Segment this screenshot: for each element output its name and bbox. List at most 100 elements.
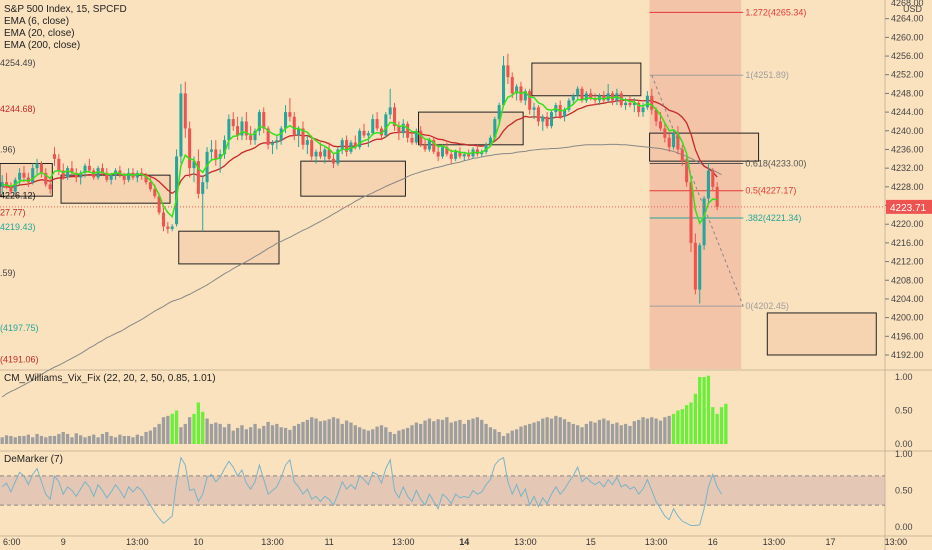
time-tick-label: 15: [586, 537, 596, 547]
vix-fix-bar: [497, 431, 501, 444]
candle-body: [467, 154, 471, 157]
candle-body: [18, 172, 22, 180]
vix-fix-bar: [96, 437, 100, 444]
vix-fix-bar: [632, 421, 636, 444]
vix-fix-bar: [222, 427, 227, 444]
candle-body: [144, 175, 148, 183]
fib-level-label: 0.618(4233.00): [745, 158, 806, 168]
vix-fix-bar: [514, 429, 519, 444]
candle-body: [484, 144, 488, 152]
vix-tick-label: 1.00: [895, 372, 913, 382]
vix-fix-bar: [87, 435, 92, 444]
ema6-legend[interactable]: EMA (6, close): [4, 16, 70, 27]
price-tick-label: 4192.00: [891, 350, 924, 360]
ema20-legend[interactable]: EMA (20, close): [4, 28, 75, 39]
candle-body: [284, 112, 288, 129]
vix-fix-bar: [323, 420, 327, 444]
candle-body: [188, 128, 192, 169]
candle-body: [667, 137, 671, 148]
price-tick-label: 4244.00: [891, 107, 924, 117]
vix-fix-bar: [65, 433, 70, 444]
vix-fix-bar: [305, 419, 310, 444]
ema200-legend[interactable]: EMA (200, close): [4, 40, 81, 51]
vix-fix-bar: [0, 437, 4, 444]
vix-fix-bar: [623, 423, 628, 444]
vix-fix-bar: [375, 426, 379, 444]
candle-body: [576, 88, 580, 96]
vix-fix-bar: [340, 423, 344, 444]
time-tick-label: 13:00: [126, 537, 149, 547]
vix-fix-bar: [610, 423, 615, 444]
candle-body: [275, 140, 279, 143]
vix-fix-bar: [658, 420, 663, 444]
candle-body: [305, 140, 309, 145]
fib-region: [649, 0, 742, 369]
vix-fix-bar: [545, 417, 549, 444]
vix-fix-bar: [371, 429, 375, 444]
vix-fix-bar: [70, 437, 74, 444]
vix-fix-bar: [536, 421, 541, 444]
vix-fix-bar: [235, 427, 240, 444]
price-tick-label: 4200.00: [891, 313, 924, 323]
vix-fix-bar: [31, 437, 35, 444]
vix-fix-bar: [637, 419, 641, 444]
candle-body: [549, 112, 554, 127]
candle-body: [262, 112, 266, 129]
candle-body: [52, 154, 57, 159]
vix-fix-bar: [196, 402, 201, 444]
vix-fix-title[interactable]: CM_Williams_Vix_Fix (22, 20, 2, 50, 0.85…: [4, 373, 216, 384]
vix-fix-bar: [349, 422, 353, 444]
vix-fix-bar: [619, 425, 623, 444]
candle-body: [454, 151, 458, 159]
ema200-line: [1, 143, 722, 398]
candle-body: [122, 175, 126, 180]
candle-body: [183, 93, 187, 129]
candle-body: [22, 172, 26, 178]
vix-fix-bar: [462, 423, 466, 444]
vix-fix-bar: [240, 425, 244, 444]
time-tick-label: 9: [61, 537, 66, 547]
candle-body: [161, 212, 166, 227]
time-tick-label: 17: [825, 537, 835, 547]
vix-fix-bar: [475, 417, 480, 444]
candle-body: [676, 133, 680, 150]
vix-fix-bar: [392, 433, 397, 444]
vix-fix-bar: [205, 418, 209, 444]
vix-fix-bar: [126, 435, 131, 444]
vix-fix-bar: [331, 417, 336, 444]
vix-fix-bar: [92, 434, 96, 444]
candle-body: [74, 172, 78, 178]
vix-fix-bar: [257, 428, 262, 444]
symbol-title[interactable]: S&P 500 Index, 15, SPCFD: [4, 4, 127, 15]
candle-body: [297, 128, 301, 136]
demarker-title[interactable]: DeMarker (7): [4, 454, 63, 465]
candle-body: [240, 121, 244, 136]
vix-fix-bar: [310, 417, 314, 444]
candle-body: [440, 147, 445, 157]
vix-fix-bar: [501, 435, 506, 444]
candle-body: [244, 121, 248, 136]
vix-fix-bar: [397, 430, 401, 444]
candle-body: [423, 144, 427, 150]
price-tick-label: 4240.00: [891, 126, 924, 136]
vix-fix-bar: [249, 427, 253, 444]
candle-body: [44, 172, 48, 185]
main-legend: S&P 500 Index, 15, SPCFD EMA (6, close) …: [4, 4, 127, 52]
supply-demand-zone: [766, 312, 877, 356]
candle-body: [366, 133, 370, 136]
candle-body: [672, 133, 676, 148]
level-label: 4254.49): [0, 58, 36, 68]
candle-body: [218, 154, 222, 159]
candle-body: [310, 140, 314, 157]
price-tick-label: 4196.00: [891, 331, 924, 341]
candle-body: [680, 149, 684, 162]
price-tick-label: 4236.00: [891, 144, 924, 154]
candle-body: [650, 95, 654, 110]
vix-fix-bar: [706, 375, 711, 444]
candle-body: [698, 245, 702, 290]
candle-body: [214, 149, 218, 159]
candle-body: [414, 130, 418, 143]
ema6-line: [2, 90, 718, 226]
